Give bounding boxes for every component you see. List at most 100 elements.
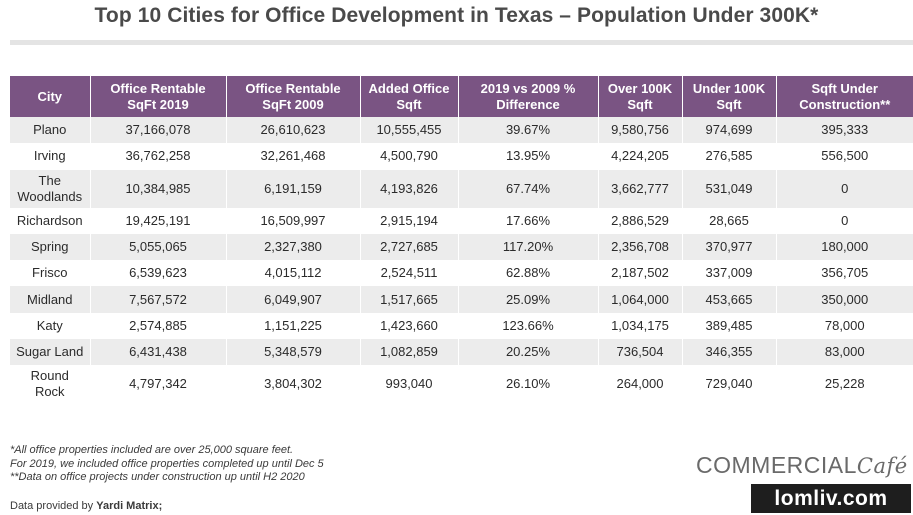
city-cell: The Woodlands [10,169,91,208]
table-cell: 28,665 [682,207,777,234]
table-cell: 264,000 [598,365,683,404]
table-cell: 83,000 [776,339,913,366]
city-cell: Richardson [10,207,91,234]
table-cell: 356,705 [776,260,913,287]
table-cell: 16,509,997 [226,207,361,234]
table-cell: 395,333 [776,117,913,144]
table-header-row: City Office Rentable SqFt 2019 Office Re… [10,76,913,117]
table-cell: 1,064,000 [598,286,683,313]
city-cell: Irving [10,143,91,170]
table-cell: 4,224,205 [598,143,683,170]
table-cell: 26,610,623 [226,117,361,144]
footnote: For 2019, we included office properties … [10,457,324,470]
table-cell: 4,015,112 [226,260,361,287]
column-header[interactable]: 2019 vs 2009 % Difference [458,76,599,117]
city-cell: Plano [10,117,91,144]
table-cell: 4,797,342 [90,365,227,404]
site-watermark: lomliv.com [751,484,911,513]
table-cell: 2,915,194 [360,207,459,234]
table-cell: 1,151,225 [226,312,361,340]
table-row: The Woodlands 10,384,985 6,191,159 4,193… [10,169,913,208]
table-cell: 67.74% [458,169,599,208]
table-cell: 7,567,572 [90,286,227,313]
column-header[interactable]: Over 100K Sqft [598,76,683,117]
table-cell: 123.66% [458,312,599,340]
table-cell: 20.25% [458,339,599,366]
table-row: Irving 36,762,258 32,261,468 4,500,790 1… [10,143,913,170]
table-cell: 4,500,790 [360,143,459,170]
table-row: Katy 2,574,885 1,151,225 1,423,660 123.6… [10,312,913,340]
table-cell: 0 [776,207,913,234]
table-cell: 736,504 [598,339,683,366]
data-table: City Office Rentable SqFt 2019 Office Re… [10,76,913,404]
table-cell: 556,500 [776,143,913,170]
table-cell: 19,425,191 [90,207,227,234]
table-cell: 6,431,438 [90,339,227,366]
table-cell: 729,040 [682,365,777,404]
table-cell: 346,355 [682,339,777,366]
table-cell: 4,193,826 [360,169,459,208]
table-cell: 2,356,708 [598,233,683,261]
city-cell: Midland [10,286,91,313]
table-cell: 5,348,579 [226,339,361,366]
column-header[interactable]: City [10,76,91,117]
table-cell: 6,191,159 [226,169,361,208]
table-cell: 1,034,175 [598,312,683,340]
table-cell: 36,762,258 [90,143,227,170]
table-row: Richardson 19,425,191 16,509,997 2,915,1… [10,207,913,234]
table-cell: 0 [776,169,913,208]
table-cell: 10,555,455 [360,117,459,144]
table-cell: 453,665 [682,286,777,313]
city-cell: Frisco [10,260,91,287]
column-header[interactable]: Office Rentable SqFt 2019 [90,76,227,117]
brand-name: COMMERCIAL [696,452,857,478]
table-cell: 10,384,985 [90,169,227,208]
data-source: Data provided by Yardi Matrix; [10,500,162,512]
city-cell: Spring [10,233,91,261]
table-cell: 62.88% [458,260,599,287]
table-row: Plano 37,166,078 26,610,623 10,555,455 3… [10,117,913,144]
table-cell: 2,886,529 [598,207,683,234]
table-cell: 25.09% [458,286,599,313]
table-cell: 32,261,468 [226,143,361,170]
column-header[interactable]: Added Office Sqft [360,76,459,117]
table-cell: 3,804,302 [226,365,361,404]
table-cell: 531,049 [682,169,777,208]
table-cell: 1,082,859 [360,339,459,366]
commercialcafe-logo: COMMERCIALCafé [696,452,908,479]
city-cell: Katy [10,312,91,340]
table-cell: 370,977 [682,233,777,261]
table-cell: 17.66% [458,207,599,234]
source-prefix: Data provided by [10,500,97,512]
column-header[interactable]: Under 100K Sqft [682,76,777,117]
table-cell: 974,699 [682,117,777,144]
table-cell: 2,187,502 [598,260,683,287]
table-cell: 350,000 [776,286,913,313]
table-cell: 9,580,756 [598,117,683,144]
table-cell: 337,009 [682,260,777,287]
source-provider: Yardi Matrix; [96,500,163,512]
table-cell: 389,485 [682,312,777,340]
column-header[interactable]: Office Rentable SqFt 2009 [226,76,361,117]
table-cell: 6,539,623 [90,260,227,287]
footnote: **Data on office projects under construc… [10,471,305,483]
table-row: Frisco 6,539,623 4,015,112 2,524,511 62.… [10,260,913,287]
table-row: Round Rock 4,797,342 3,804,302 993,040 2… [10,365,913,404]
city-cell: Sugar Land [10,339,91,366]
table-cell: 78,000 [776,312,913,340]
table-cell: 2,574,885 [90,312,227,340]
table-cell: 25,228 [776,365,913,404]
table-cell: 2,327,380 [226,233,361,261]
table-row: Midland 7,567,572 6,049,907 1,517,665 25… [10,286,913,313]
column-header[interactable]: Sqft Under Construction** [776,76,913,117]
brand-suffix: Café [856,454,908,478]
city-cell: Round Rock [10,365,91,404]
title-divider [10,40,913,45]
table-cell: 276,585 [682,143,777,170]
table-cell: 993,040 [360,365,459,404]
table-cell: 1,517,665 [360,286,459,313]
table-cell: 13.95% [458,143,599,170]
table-cell: 117.20% [458,233,599,261]
table-cell: 5,055,065 [90,233,227,261]
footnote: *All office properties included are over… [10,444,294,456]
